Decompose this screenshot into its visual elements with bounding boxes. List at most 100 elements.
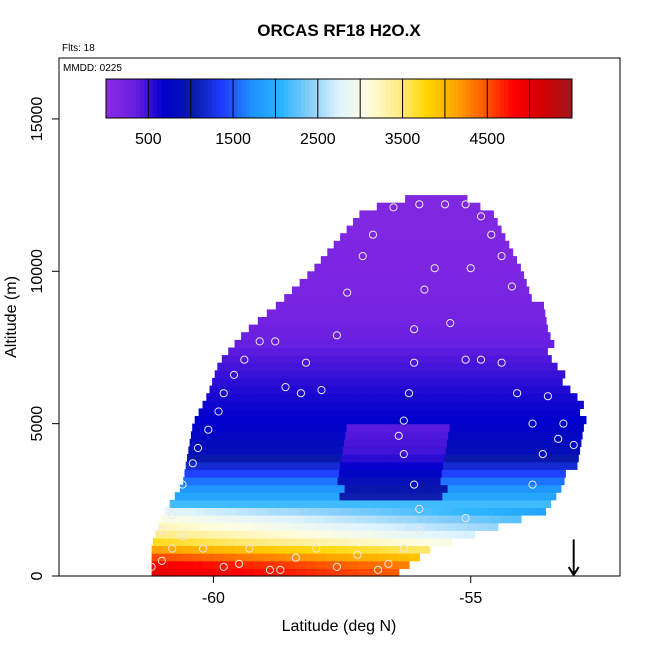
heatmap-cell bbox=[365, 263, 377, 272]
observation-point bbox=[384, 559, 393, 568]
heatmap-cell bbox=[300, 324, 312, 333]
heatmap-cell bbox=[432, 461, 444, 470]
heatmap-cell bbox=[573, 423, 584, 432]
heatmap-cell bbox=[255, 339, 267, 349]
heatmap-cell bbox=[459, 225, 471, 234]
heatmap-cell bbox=[405, 332, 417, 341]
heatmap-cell bbox=[378, 339, 390, 349]
heatmap-cell bbox=[214, 537, 226, 547]
heatmap-cell bbox=[480, 400, 492, 409]
heatmap-cell bbox=[235, 537, 247, 547]
colorbar-swatch bbox=[156, 79, 162, 118]
heatmap-cell bbox=[271, 332, 283, 341]
heatmap-cell bbox=[453, 393, 465, 402]
heatmap-cell bbox=[528, 385, 540, 394]
heatmap-cell bbox=[555, 469, 566, 478]
heatmap-cell bbox=[304, 355, 315, 364]
observation-point bbox=[271, 337, 280, 346]
heatmap-cell bbox=[276, 370, 288, 379]
heatmap-cell bbox=[503, 469, 515, 478]
heatmap-cell bbox=[341, 324, 353, 333]
heatmap-cell bbox=[387, 377, 398, 387]
heatmap-cell bbox=[227, 362, 239, 371]
heatmap-cell bbox=[414, 446, 426, 455]
heatmap-cell bbox=[451, 370, 463, 379]
heatmap-cell bbox=[309, 278, 321, 288]
heatmap-cell bbox=[338, 271, 350, 280]
heatmap-cell bbox=[479, 515, 491, 524]
heatmap-cell bbox=[565, 416, 577, 425]
heatmap-cell bbox=[456, 522, 468, 531]
heatmap-cell bbox=[297, 370, 308, 379]
heatmap-cell bbox=[410, 469, 422, 478]
heatmap-cell bbox=[397, 377, 409, 387]
heatmap-cell bbox=[403, 324, 415, 333]
colorbar-swatch bbox=[106, 79, 111, 118]
heatmap-cell bbox=[484, 362, 496, 371]
heatmap-cell bbox=[365, 355, 377, 364]
heatmap-cell bbox=[235, 370, 247, 379]
heatmap-cell bbox=[223, 560, 235, 569]
observation-point bbox=[559, 419, 568, 428]
heatmap-cell bbox=[223, 400, 234, 409]
heatmap-cell bbox=[274, 423, 286, 432]
heatmap-cell bbox=[512, 477, 524, 486]
heatmap-cell bbox=[418, 225, 430, 234]
colorbar-swatch bbox=[233, 79, 238, 118]
observation-point bbox=[415, 504, 424, 514]
observation-point bbox=[312, 544, 321, 553]
heatmap-cell bbox=[421, 492, 433, 501]
heatmap-cell bbox=[332, 446, 344, 455]
heatmap-cell bbox=[357, 560, 369, 569]
heatmap-cell bbox=[360, 233, 372, 242]
observation-point bbox=[255, 337, 264, 346]
heatmap-cell bbox=[331, 454, 342, 463]
heatmap-cell bbox=[355, 355, 367, 364]
heatmap-cell bbox=[504, 507, 516, 516]
heatmap-cell bbox=[316, 553, 328, 562]
heatmap-cell bbox=[263, 377, 275, 387]
heatmap-cell bbox=[490, 377, 501, 387]
heatmap-cell bbox=[183, 477, 195, 486]
heatmap-cell bbox=[351, 530, 362, 539]
heatmap-cell bbox=[495, 256, 507, 265]
heatmap-cell bbox=[531, 377, 543, 387]
heatmap-cell bbox=[449, 423, 461, 432]
heatmap-cell bbox=[433, 278, 445, 288]
heatmap-cell bbox=[350, 233, 362, 242]
heatmap-cell bbox=[367, 545, 379, 554]
heatmap-cell bbox=[266, 309, 278, 318]
heatmap-cell bbox=[498, 332, 510, 341]
heatmap-cell bbox=[325, 515, 337, 524]
heatmap-cell bbox=[472, 370, 483, 379]
heatmap-cell bbox=[306, 301, 318, 310]
heatmap-cell bbox=[399, 339, 411, 349]
heatmap-cell bbox=[230, 522, 241, 531]
heatmap-cell bbox=[483, 469, 494, 478]
heatmap-cell bbox=[530, 431, 542, 440]
heatmap-cell bbox=[446, 286, 458, 295]
observation-point bbox=[199, 544, 208, 553]
heatmap-cell bbox=[413, 324, 425, 333]
heatmap-cell bbox=[340, 362, 352, 371]
heatmap-cell bbox=[356, 294, 368, 303]
heatmap-cell bbox=[492, 271, 504, 280]
colorbar-swatch bbox=[495, 79, 501, 118]
heatmap-cell bbox=[540, 484, 552, 493]
heatmap-cell bbox=[508, 332, 520, 341]
heatmap-cell bbox=[416, 499, 428, 508]
heatmap-cell bbox=[212, 377, 223, 387]
heatmap-cell bbox=[354, 499, 366, 508]
heatmap-cell bbox=[495, 347, 507, 356]
heatmap-cell bbox=[566, 461, 578, 470]
heatmap-cell bbox=[298, 492, 310, 501]
heatmap-cell bbox=[430, 370, 442, 379]
heatmap-cell bbox=[406, 484, 418, 493]
colorbar-swatch bbox=[436, 79, 442, 118]
heatmap-cell bbox=[514, 492, 526, 501]
heatmap-cell bbox=[331, 324, 342, 333]
heatmap-cell bbox=[243, 515, 254, 524]
heatmap-cell bbox=[395, 240, 407, 249]
heatmap-cell bbox=[191, 515, 203, 524]
heatmap-cell bbox=[539, 332, 551, 341]
